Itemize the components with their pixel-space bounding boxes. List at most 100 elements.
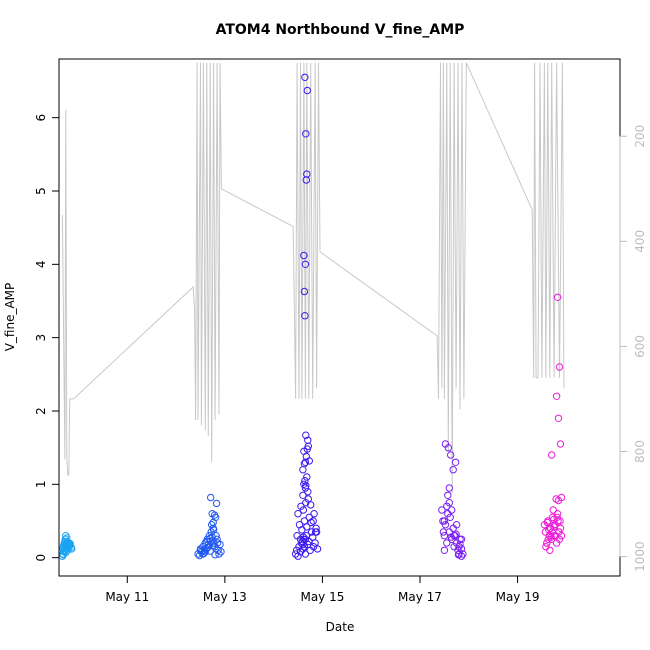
data-point: [201, 548, 210, 556]
data-point: [550, 515, 558, 524]
data-point: [64, 546, 72, 554]
data-point: [299, 533, 308, 541]
data-point: [555, 535, 564, 543]
data-point: [301, 535, 310, 543]
data-point: [457, 535, 466, 543]
data-point: [311, 528, 320, 536]
x-tick-label: May 19: [496, 590, 540, 604]
y2-tick-label: 1000: [633, 541, 647, 572]
data-point: [199, 550, 207, 558]
data-point: [303, 523, 311, 531]
data-point: [66, 542, 74, 550]
data-point: [305, 457, 313, 465]
y-axis: 0 1 2 3 4 5 6: [34, 114, 60, 562]
data-point: [449, 466, 457, 474]
x-tick-label: May 15: [300, 590, 344, 604]
data-point: [297, 502, 305, 510]
data-point: [300, 543, 309, 551]
chart-title: ATOM4 Northbound V_fine_AMP: [216, 22, 465, 38]
data-point: [200, 546, 209, 554]
data-point: [305, 513, 313, 521]
x-tick-label: May 17: [398, 590, 442, 604]
data-point: [546, 546, 554, 554]
data-point: [209, 541, 217, 549]
data-point: [552, 392, 561, 400]
data-point: [459, 550, 467, 558]
data-point: [213, 539, 222, 547]
y-tick-label: 4: [34, 260, 48, 268]
data-point: [550, 523, 558, 531]
data-point: [452, 521, 461, 529]
data-point: [210, 511, 219, 519]
data-point: [207, 493, 215, 502]
data-point: [457, 545, 466, 553]
data-point: [454, 551, 463, 559]
data-point: [446, 513, 454, 521]
data-point: [291, 550, 300, 558]
data-point: [299, 491, 307, 499]
data-point: [301, 312, 309, 320]
y-tick-label: 5: [34, 187, 48, 195]
data-point: [302, 482, 310, 490]
data-point: [439, 528, 448, 536]
data-point: [301, 260, 310, 268]
data-point: [309, 543, 318, 551]
x-axis-label: Date: [326, 620, 355, 634]
data-point: [215, 550, 223, 558]
data-point: [549, 506, 557, 514]
data-point: [448, 506, 456, 514]
y2-series-line: [61, 62, 565, 494]
data-point: [211, 551, 219, 559]
data-point: [304, 436, 312, 444]
data-point: [302, 431, 310, 439]
y2-tick-label: 400: [633, 230, 647, 253]
data-point: [444, 491, 452, 499]
data-point: [312, 524, 320, 532]
data-point: [440, 517, 449, 525]
y-tick-label: 3: [34, 334, 48, 342]
data-point: [313, 545, 322, 553]
data-point: [447, 451, 455, 459]
data-point: [441, 521, 450, 529]
data-point: [217, 548, 225, 556]
data-point: [62, 548, 70, 557]
data-point: [294, 552, 302, 560]
data-point: [553, 293, 562, 301]
data-point: [547, 533, 555, 541]
data-point: [59, 551, 68, 559]
data-point: [300, 287, 309, 296]
x-axis: May 11 May 13 May 15 May 17 May 19: [105, 575, 540, 604]
data-point: [209, 518, 217, 527]
data-point: [556, 440, 565, 448]
data-point: [307, 501, 315, 509]
data-point: [447, 533, 455, 541]
data-point: [294, 510, 302, 518]
data-point: [440, 546, 449, 554]
data-point: [207, 528, 215, 536]
data-point: [303, 473, 311, 481]
points-layer: [58, 73, 566, 560]
data-point: [554, 414, 563, 422]
data-point: [440, 532, 449, 540]
data-point: [543, 518, 551, 527]
data-point: [445, 528, 453, 536]
data-point: [553, 510, 562, 518]
data-point: [212, 499, 221, 508]
data-point: [444, 444, 452, 452]
y-tick-label: 1: [34, 480, 48, 488]
x-tick-label: May 11: [105, 590, 149, 604]
data-point: [63, 534, 71, 542]
data-point: [456, 540, 464, 549]
y2-tick-label: 600: [633, 335, 647, 358]
data-point: [295, 543, 303, 551]
data-point: [301, 477, 309, 485]
data-point: [300, 447, 308, 455]
data-point: [445, 484, 453, 492]
y-axis-label: V_fine_AMP: [3, 283, 17, 352]
data-point: [543, 539, 551, 547]
data-point: [303, 170, 311, 178]
y-tick-label: 2: [34, 407, 48, 415]
data-point: [208, 521, 216, 529]
data-point: [443, 539, 451, 547]
